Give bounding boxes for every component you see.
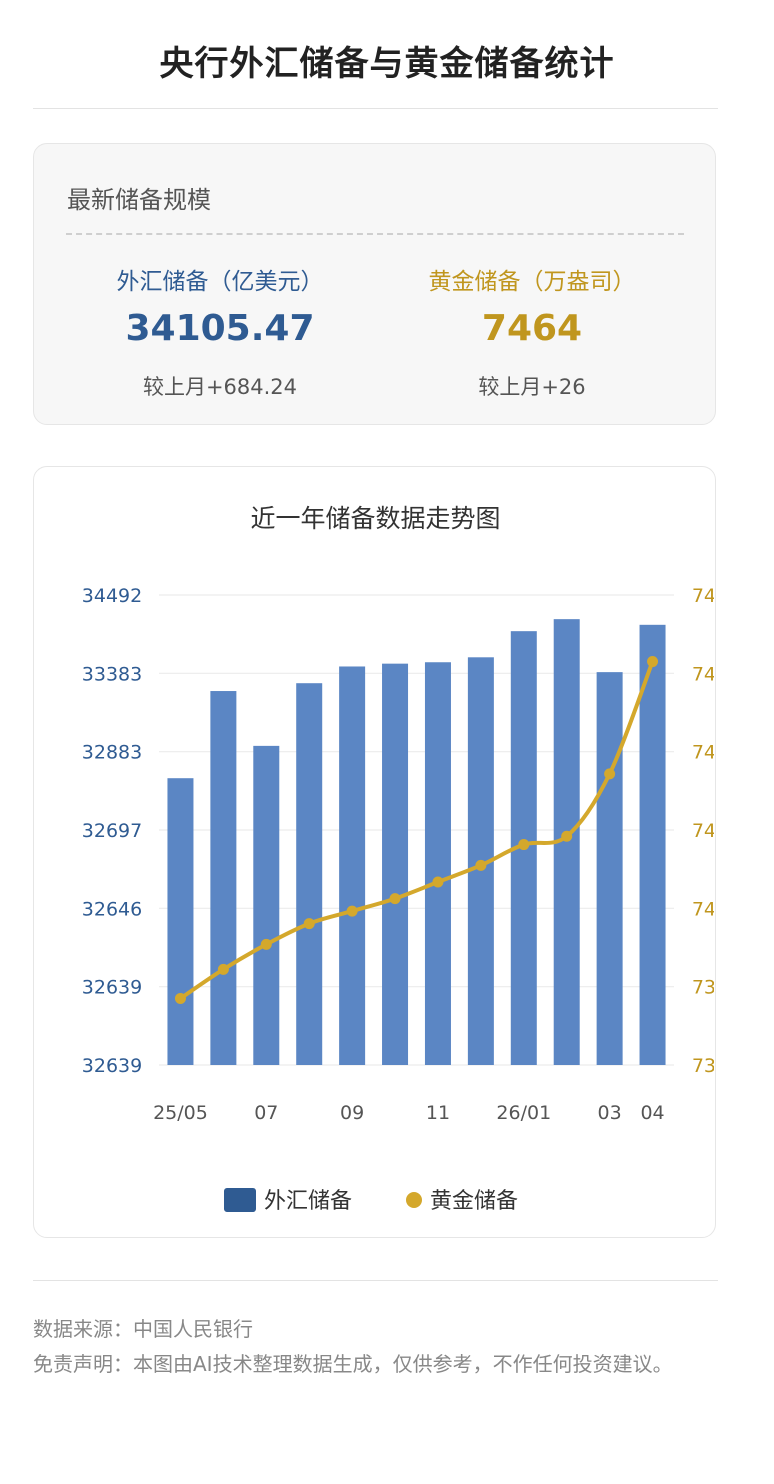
fx-label: 外汇储备（亿美元）	[116, 269, 324, 295]
fx-bar	[339, 666, 366, 1065]
title-divider	[33, 108, 718, 109]
data-source: 数据来源：中国人民银行	[33, 1317, 253, 1341]
gold-point	[604, 768, 616, 780]
fx-bar	[253, 745, 280, 1065]
chart-title: 近一年储备数据走势图	[250, 504, 501, 533]
fx-summary: 外汇储备（亿美元） 34105.47 较上月+684.24	[70, 262, 370, 401]
x-tick-label: 26/01	[496, 1102, 551, 1124]
gold-label: 黄金储备（万盎司）	[428, 269, 636, 295]
right-axis-tick-label: 7461	[692, 663, 714, 685]
gold-point	[647, 656, 659, 668]
fx-bar	[167, 778, 194, 1065]
fx-bar	[596, 672, 623, 1065]
x-tick-label: 04	[640, 1102, 664, 1124]
x-tick-label: 03	[598, 1102, 622, 1124]
left-axis-tick-label: 32639	[82, 1055, 142, 1077]
right-axis-tick-label: 7442	[692, 742, 714, 764]
left-axis-tick-label: 32697	[82, 820, 142, 842]
left-axis-tick-label: 34492	[82, 585, 142, 607]
gold-point	[561, 830, 573, 842]
gold-point	[475, 859, 487, 871]
x-tick-label: 11	[426, 1102, 450, 1124]
gold-point	[303, 918, 315, 930]
right-axis-tick-label: 7367	[692, 1055, 714, 1077]
footer: 数据来源：中国人民银行 免责声明：本图由AI技术整理数据生成，仅供参考，不作任何…	[33, 1312, 713, 1382]
gold-summary: 黄金储备（万盎司） 7464 较上月+26	[382, 262, 682, 401]
legend-gold-label: 黄金储备	[430, 1189, 518, 1214]
page-title: 央行外汇储备与黄金储备统计	[159, 44, 615, 84]
gold-point	[174, 992, 186, 1004]
disclaimer-text: 免责声明：本图由AI技术整理数据生成，仅供参考，不作任何投资建议。	[33, 1352, 673, 1376]
gold-point	[432, 876, 444, 888]
legend-fx-swatch	[224, 1188, 256, 1212]
x-tick-label: 09	[340, 1102, 364, 1124]
summary-card: 最新储备规模 外汇储备（亿美元） 34105.47 较上月+684.24 黄金储…	[33, 143, 716, 425]
fx-bar	[639, 624, 666, 1065]
gold-value: 7464	[481, 308, 583, 349]
footer-divider	[33, 1280, 718, 1281]
right-axis-tick-label: 7424	[692, 820, 714, 842]
fx-value: 34105.47	[125, 308, 315, 349]
right-axis-tick-label: 7480	[692, 585, 714, 607]
fx-bar	[382, 663, 409, 1065]
fx-bar	[210, 691, 237, 1065]
fx-change: 较上月+684.24	[142, 375, 298, 399]
right-axis-tick-label: 7405	[692, 898, 714, 920]
legend-fx-label: 外汇储备	[264, 1189, 352, 1214]
left-axis-tick-label: 32646	[82, 898, 142, 920]
left-axis-tick-label: 33383	[82, 663, 142, 685]
gold-point	[217, 963, 229, 975]
x-tick-label: 07	[254, 1102, 278, 1124]
fx-bar	[424, 662, 451, 1065]
gold-point	[389, 893, 401, 905]
reserves-chart: 34492 33383 32883 32697 32646 32639 32639 7480 7…	[82, 585, 714, 1214]
legend-gold-swatch	[406, 1192, 422, 1208]
gold-point	[518, 839, 530, 851]
chart-card: 近一年储备数据走势图 34492 33383 32883 32697 32646 3263…	[33, 466, 716, 1238]
gold-change: 较上月+26	[478, 375, 586, 399]
x-tick-label: 25/05	[153, 1102, 208, 1124]
left-axis-tick-label: 32883	[82, 742, 142, 764]
summary-heading: 最新储备规模	[67, 186, 211, 214]
left-axis-tick-label: 32639	[82, 977, 142, 999]
gold-point	[260, 938, 272, 950]
right-axis-tick-label: 7386	[692, 977, 714, 999]
gold-point	[346, 905, 358, 917]
summary-divider	[66, 233, 684, 235]
fx-bar	[296, 683, 323, 1065]
